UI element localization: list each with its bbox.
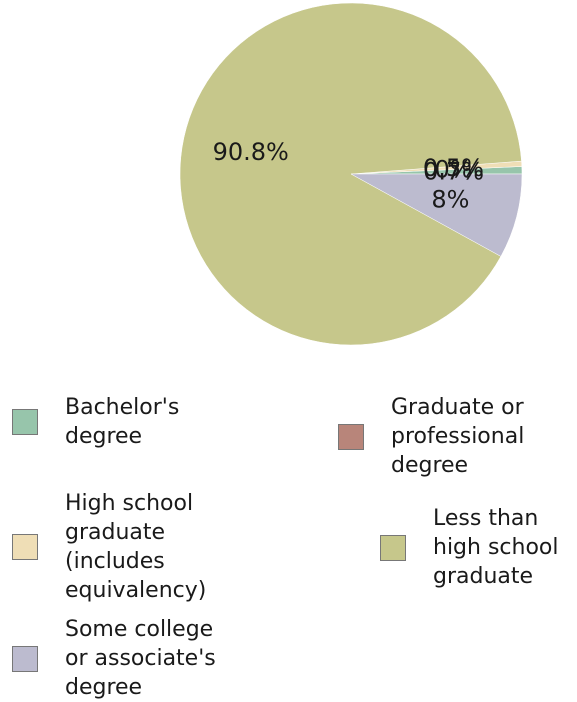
pie-label-high-school-graduate-includes-equivalency: 0.5% xyxy=(423,154,484,182)
legend-label-high-school: High school graduate (includes equivalen… xyxy=(65,489,206,605)
legend-item-bachelors: Bachelor's degree xyxy=(12,393,179,451)
legend-swatch-bachelors xyxy=(12,409,38,435)
legend-label-less-than-high-school: Less than high school graduate xyxy=(433,504,559,591)
legend-swatch-some-college xyxy=(12,646,38,672)
legend-item-less-than-high-school: Less than high school graduate xyxy=(380,504,559,591)
legend-label-bachelors: Bachelor's degree xyxy=(65,393,179,451)
pie-chart: 0.7%0%0.5%90.8%8% xyxy=(0,0,577,360)
legend-swatch-graduate xyxy=(338,424,364,450)
legend-swatch-less-than-high-school xyxy=(380,535,406,561)
legend-item-graduate: Graduate or professional degree xyxy=(338,393,524,480)
legend-label-graduate: Graduate or professional degree xyxy=(391,393,524,480)
pie-label-some-college-or-associate-s-degree: 8% xyxy=(431,186,469,214)
legend-item-some-college: Some college or associate's degree xyxy=(12,615,216,702)
legend-item-high-school: High school graduate (includes equivalen… xyxy=(12,489,206,605)
pie-label-less-than-high-school-graduate: 90.8% xyxy=(213,138,289,166)
legend-label-some-college: Some college or associate's degree xyxy=(65,615,216,702)
legend-swatch-high-school xyxy=(12,534,38,560)
